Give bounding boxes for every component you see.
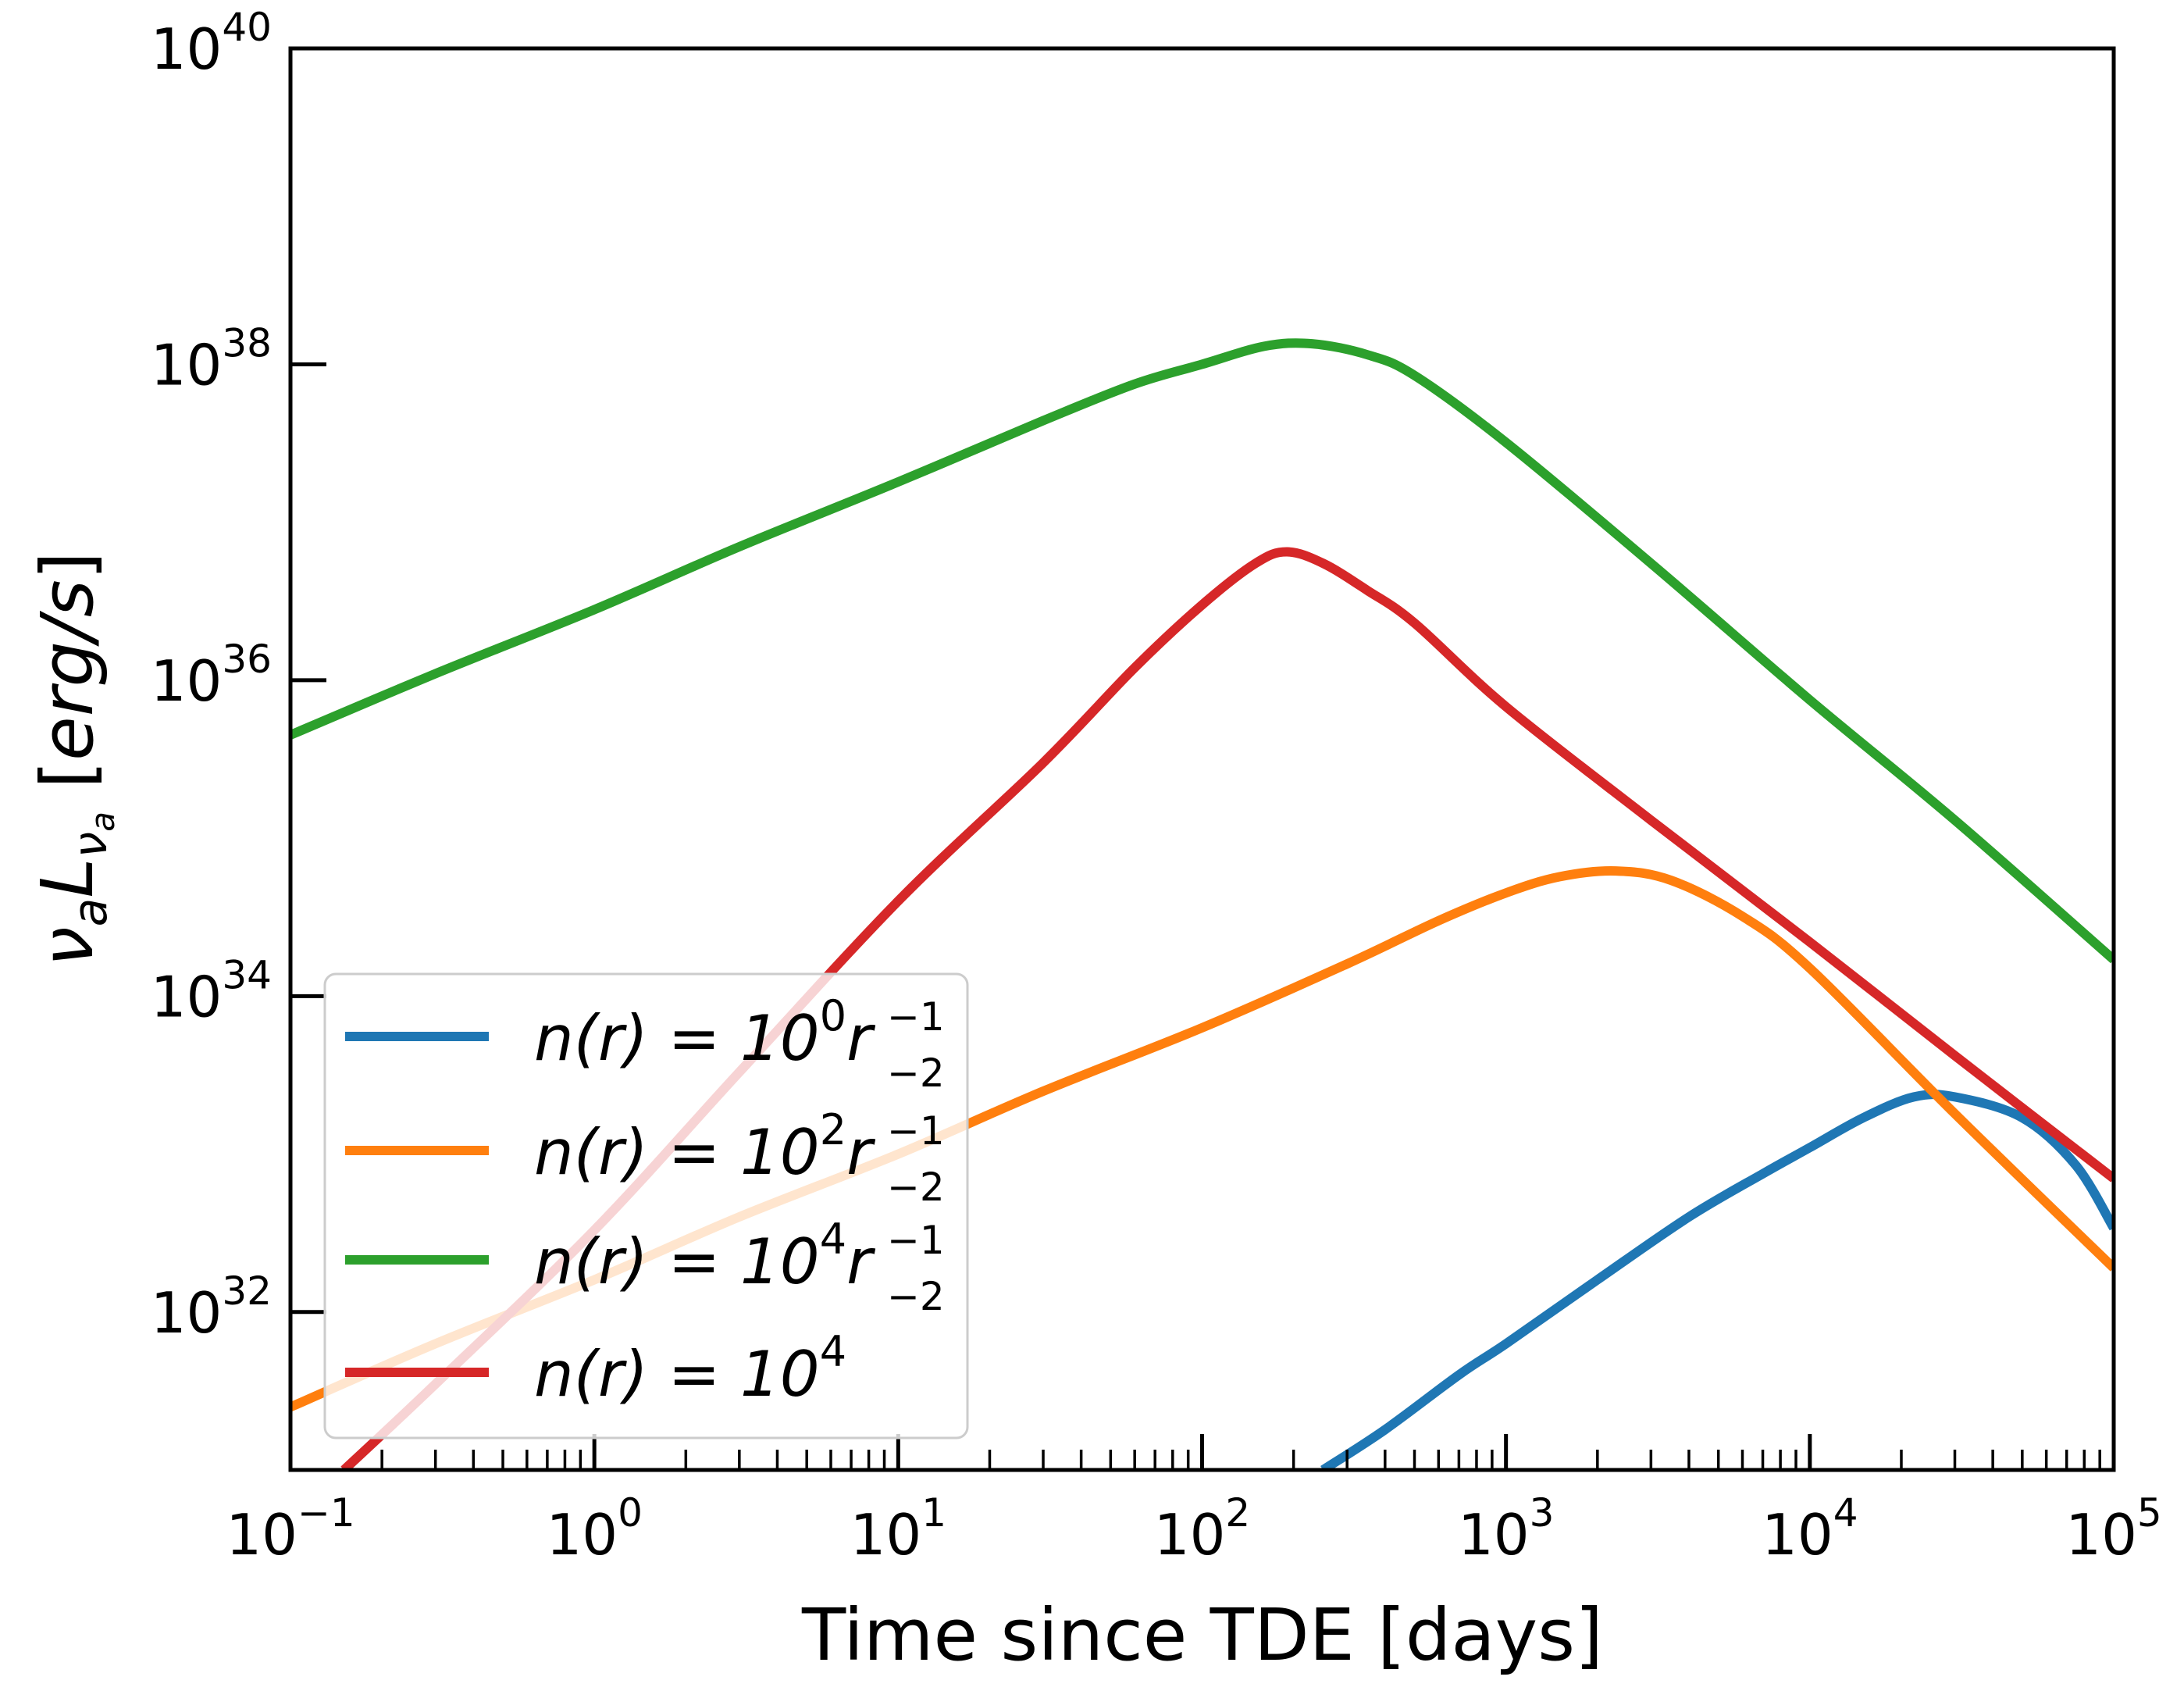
plot-frame (288, 46, 2116, 1472)
x-tick-label: 103 (1458, 1490, 1554, 1568)
x-tick-label: 102 (1154, 1490, 1250, 1568)
legend-label-2: n(r) = 102r −1 −2 (534, 1105, 945, 1210)
svg-text:νaLνa [erg/s]: νaLνa [erg/s] (26, 551, 122, 967)
legend-label-3: n(r) = 104r −1 −2 (534, 1215, 945, 1319)
x-tick-label: 105 (2065, 1490, 2161, 1568)
x-axis-label: Time since TDE [days] (801, 1593, 1603, 1677)
y-axis-label: νaLνa [erg/s] (26, 551, 122, 967)
y-tick-label: 1040 (151, 5, 272, 82)
x-tick-label: 100 (546, 1490, 642, 1568)
ticks-layer (288, 46, 2116, 1470)
legend-label-1: n(r) = 100r −1 −2 (534, 991, 945, 1096)
x-tick-label: 104 (1762, 1490, 1858, 1568)
series-line-1 (1320, 1090, 2114, 1470)
x-tick-label: 101 (850, 1490, 946, 1568)
legend-box (323, 972, 969, 1439)
y-tick-label: 1038 (151, 320, 272, 398)
legend: n(r) = 100r −1 −2n(r) = 102r −1 −2n(r) = 104… (323, 972, 969, 1439)
y-tick-label: 1036 (151, 637, 272, 714)
y-tick-label: 1034 (151, 952, 272, 1029)
y-tick-label: 1032 (151, 1268, 272, 1346)
x-tick-label: 10−1 (226, 1490, 354, 1568)
series-line-3 (290, 338, 2114, 964)
legend-label-4: n(r) = 104 (534, 1327, 846, 1411)
tick-labels: 10−1 100 101 102 103 104 105 1032 1034 1036 1038 10… (151, 5, 2162, 1568)
